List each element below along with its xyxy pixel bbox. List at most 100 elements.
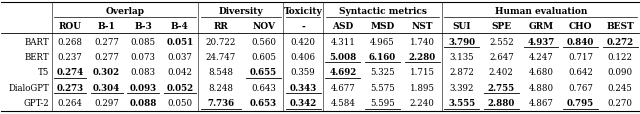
Text: Syntactic metrics: Syntactic metrics: [339, 7, 426, 16]
Text: 1.740: 1.740: [410, 37, 435, 46]
Text: 20.722: 20.722: [206, 37, 236, 46]
Text: Human evaluation: Human evaluation: [495, 7, 587, 16]
Text: 4.692: 4.692: [329, 68, 356, 77]
Text: 0.042: 0.042: [167, 68, 192, 77]
Text: 0.560: 0.560: [251, 37, 276, 46]
Text: 0.088: 0.088: [129, 98, 157, 107]
Text: 0.237: 0.237: [58, 53, 83, 61]
Text: 2.647: 2.647: [489, 53, 514, 61]
Text: 0.052: 0.052: [166, 83, 193, 92]
Text: 0.277: 0.277: [94, 53, 119, 61]
Text: BART: BART: [24, 37, 49, 46]
Text: 0.795: 0.795: [567, 98, 594, 107]
Text: 0.277: 0.277: [94, 37, 119, 46]
Text: 0.343: 0.343: [290, 83, 317, 92]
Text: B-3: B-3: [134, 22, 152, 31]
Text: 4.677: 4.677: [330, 83, 355, 92]
Text: 6.160: 6.160: [369, 53, 396, 61]
Text: 4.680: 4.680: [529, 68, 554, 77]
Text: 0.093: 0.093: [130, 83, 157, 92]
Text: 0.420: 0.420: [291, 37, 316, 46]
Text: 0.655: 0.655: [250, 68, 277, 77]
Text: 0.342: 0.342: [290, 98, 317, 107]
Text: 5.008: 5.008: [329, 53, 356, 61]
Text: 7.736: 7.736: [207, 98, 234, 107]
Text: SUI: SUI: [452, 22, 471, 31]
Text: Diversity: Diversity: [218, 7, 263, 16]
Text: 2.552: 2.552: [489, 37, 514, 46]
Text: 0.050: 0.050: [167, 98, 193, 107]
Text: 0.642: 0.642: [568, 68, 593, 77]
Text: ROU: ROU: [59, 22, 81, 31]
Text: 0.273: 0.273: [56, 83, 84, 92]
Text: 0.051: 0.051: [166, 37, 193, 46]
Text: 24.747: 24.747: [206, 53, 236, 61]
Text: T5: T5: [38, 68, 49, 77]
Text: 0.359: 0.359: [291, 68, 316, 77]
Text: 0.274: 0.274: [56, 68, 84, 77]
Text: Toxicity: Toxicity: [284, 7, 323, 16]
Text: NOV: NOV: [252, 22, 275, 31]
Text: 2.880: 2.880: [488, 98, 515, 107]
Text: 2.755: 2.755: [488, 83, 515, 92]
Text: B-4: B-4: [171, 22, 189, 31]
Text: 4.965: 4.965: [370, 37, 395, 46]
Text: 8.248: 8.248: [209, 83, 234, 92]
Text: 4.937: 4.937: [527, 37, 555, 46]
Text: 4.867: 4.867: [529, 98, 554, 107]
Text: 0.653: 0.653: [250, 98, 277, 107]
Text: 4.584: 4.584: [330, 98, 355, 107]
Text: 1.895: 1.895: [410, 83, 435, 92]
Text: 0.302: 0.302: [93, 68, 120, 77]
Text: 4.311: 4.311: [330, 37, 355, 46]
Text: 5.325: 5.325: [370, 68, 395, 77]
Text: 5.595: 5.595: [370, 98, 395, 107]
Text: DialoGPT: DialoGPT: [8, 83, 49, 92]
Text: BEST: BEST: [606, 22, 634, 31]
Text: 0.268: 0.268: [58, 37, 83, 46]
Text: MSD: MSD: [371, 22, 395, 31]
Text: 0.272: 0.272: [607, 37, 634, 46]
Text: 0.245: 0.245: [608, 83, 632, 92]
Text: RR: RR: [214, 22, 228, 31]
Text: 0.406: 0.406: [291, 53, 316, 61]
Text: 2.280: 2.280: [408, 53, 436, 61]
Text: 0.840: 0.840: [567, 37, 595, 46]
Text: 0.083: 0.083: [131, 68, 156, 77]
Text: 0.643: 0.643: [252, 83, 276, 92]
Text: 4.880: 4.880: [529, 83, 554, 92]
Text: 0.605: 0.605: [251, 53, 276, 61]
Text: 0.122: 0.122: [608, 53, 633, 61]
Text: 0.073: 0.073: [131, 53, 156, 61]
Text: 3.135: 3.135: [449, 53, 474, 61]
Text: Overlap: Overlap: [106, 7, 145, 16]
Text: 1.715: 1.715: [410, 68, 435, 77]
Text: 0.297: 0.297: [94, 98, 119, 107]
Text: SPE: SPE: [492, 22, 511, 31]
Text: GRM: GRM: [529, 22, 554, 31]
Text: 2.402: 2.402: [489, 68, 514, 77]
Text: 3.790: 3.790: [448, 37, 476, 46]
Text: 0.767: 0.767: [568, 83, 593, 92]
Text: 2.872: 2.872: [449, 68, 474, 77]
Text: B-1: B-1: [98, 22, 116, 31]
Text: 3.555: 3.555: [448, 98, 476, 107]
Text: BERT: BERT: [24, 53, 49, 61]
Text: -: -: [301, 22, 305, 31]
Text: CHO: CHO: [569, 22, 593, 31]
Text: 2.240: 2.240: [410, 98, 435, 107]
Text: 8.548: 8.548: [209, 68, 234, 77]
Text: NST: NST: [412, 22, 433, 31]
Text: 0.304: 0.304: [93, 83, 120, 92]
Text: 0.270: 0.270: [608, 98, 633, 107]
Text: 0.264: 0.264: [58, 98, 83, 107]
Text: 0.090: 0.090: [607, 68, 633, 77]
Text: 3.392: 3.392: [449, 83, 474, 92]
Text: 0.085: 0.085: [131, 37, 156, 46]
Text: 5.575: 5.575: [370, 83, 395, 92]
Text: 0.717: 0.717: [568, 53, 593, 61]
Text: GPT-2: GPT-2: [24, 98, 49, 107]
Text: 0.037: 0.037: [168, 53, 192, 61]
Text: ASD: ASD: [332, 22, 353, 31]
Text: 4.247: 4.247: [529, 53, 554, 61]
